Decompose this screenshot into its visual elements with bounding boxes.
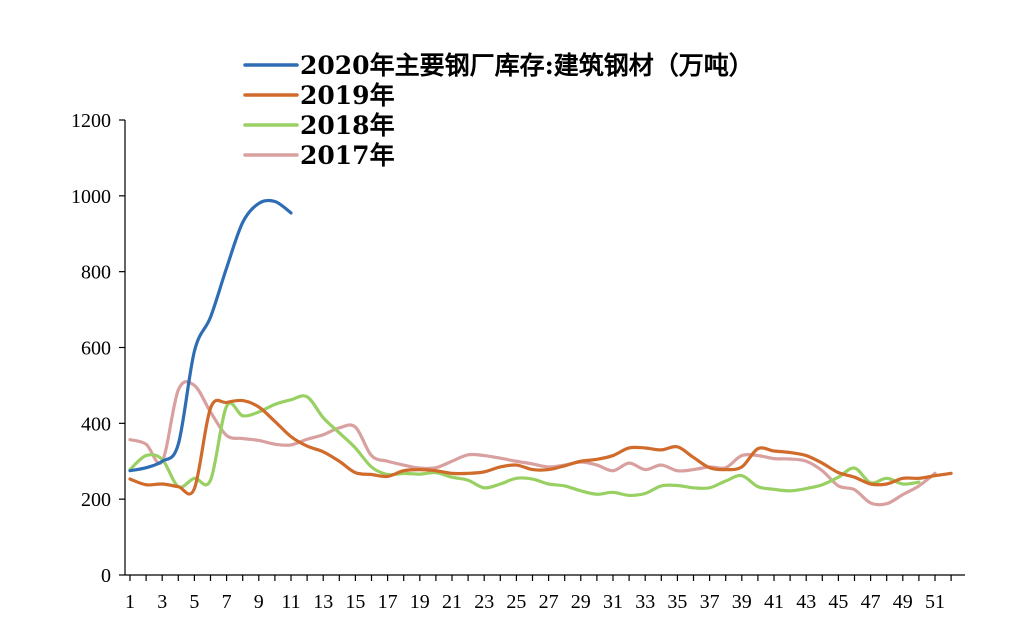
x-tick-label: 5 <box>189 591 199 613</box>
x-tick-label: 13 <box>313 591 333 613</box>
x-tick-label: 33 <box>635 591 655 613</box>
legend-label: 2020年主要钢厂库存:建筑钢材（万吨） <box>300 51 754 80</box>
x-tick-label: 31 <box>603 591 623 613</box>
y-tick-label: 800 <box>81 262 111 284</box>
x-tick-label: 47 <box>861 591 881 613</box>
x-tick-label: 43 <box>796 591 816 613</box>
y-tick-label: 400 <box>81 413 111 435</box>
plot-area <box>128 198 953 507</box>
y-tick-label: 0 <box>101 565 111 587</box>
y-tick-label: 600 <box>81 338 111 360</box>
x-tick-label: 17 <box>378 591 398 613</box>
y-tick-label: 1200 <box>71 110 111 132</box>
x-tick-label: 11 <box>281 591 300 613</box>
x-tick-label: 23 <box>474 591 494 613</box>
x-tick-label: 1 <box>125 591 135 613</box>
x-tick-label: 3 <box>157 591 167 613</box>
x-tick-label: 27 <box>539 591 559 613</box>
x-tick-label: 9 <box>254 591 264 613</box>
y-tick-label: 200 <box>81 489 111 511</box>
x-tick-label: 19 <box>410 591 430 613</box>
series-line-3 <box>128 380 937 507</box>
series-line-1 <box>128 398 953 496</box>
x-tick-label: 25 <box>506 591 526 613</box>
x-tick-label: 7 <box>222 591 232 613</box>
x-tick-label: 39 <box>732 591 752 613</box>
x-tick-label: 21 <box>442 591 462 613</box>
x-tick-label: 37 <box>700 591 720 613</box>
legend-label: 2018年 <box>300 111 395 140</box>
x-tick-label: 35 <box>667 591 687 613</box>
x-tick-label: 41 <box>764 591 784 613</box>
x-tick-label: 29 <box>571 591 591 613</box>
y-tick-label: 1000 <box>71 186 111 208</box>
legend-label: 2019年 <box>300 81 395 110</box>
series-line-0 <box>128 198 293 473</box>
legend-label: 2017年 <box>300 141 395 170</box>
x-tick-label: 45 <box>828 591 848 613</box>
series-line-2 <box>128 394 921 498</box>
x-tick-label: 15 <box>345 591 365 613</box>
x-tick-label: 49 <box>893 591 913 613</box>
x-tick-label: 51 <box>925 591 945 613</box>
